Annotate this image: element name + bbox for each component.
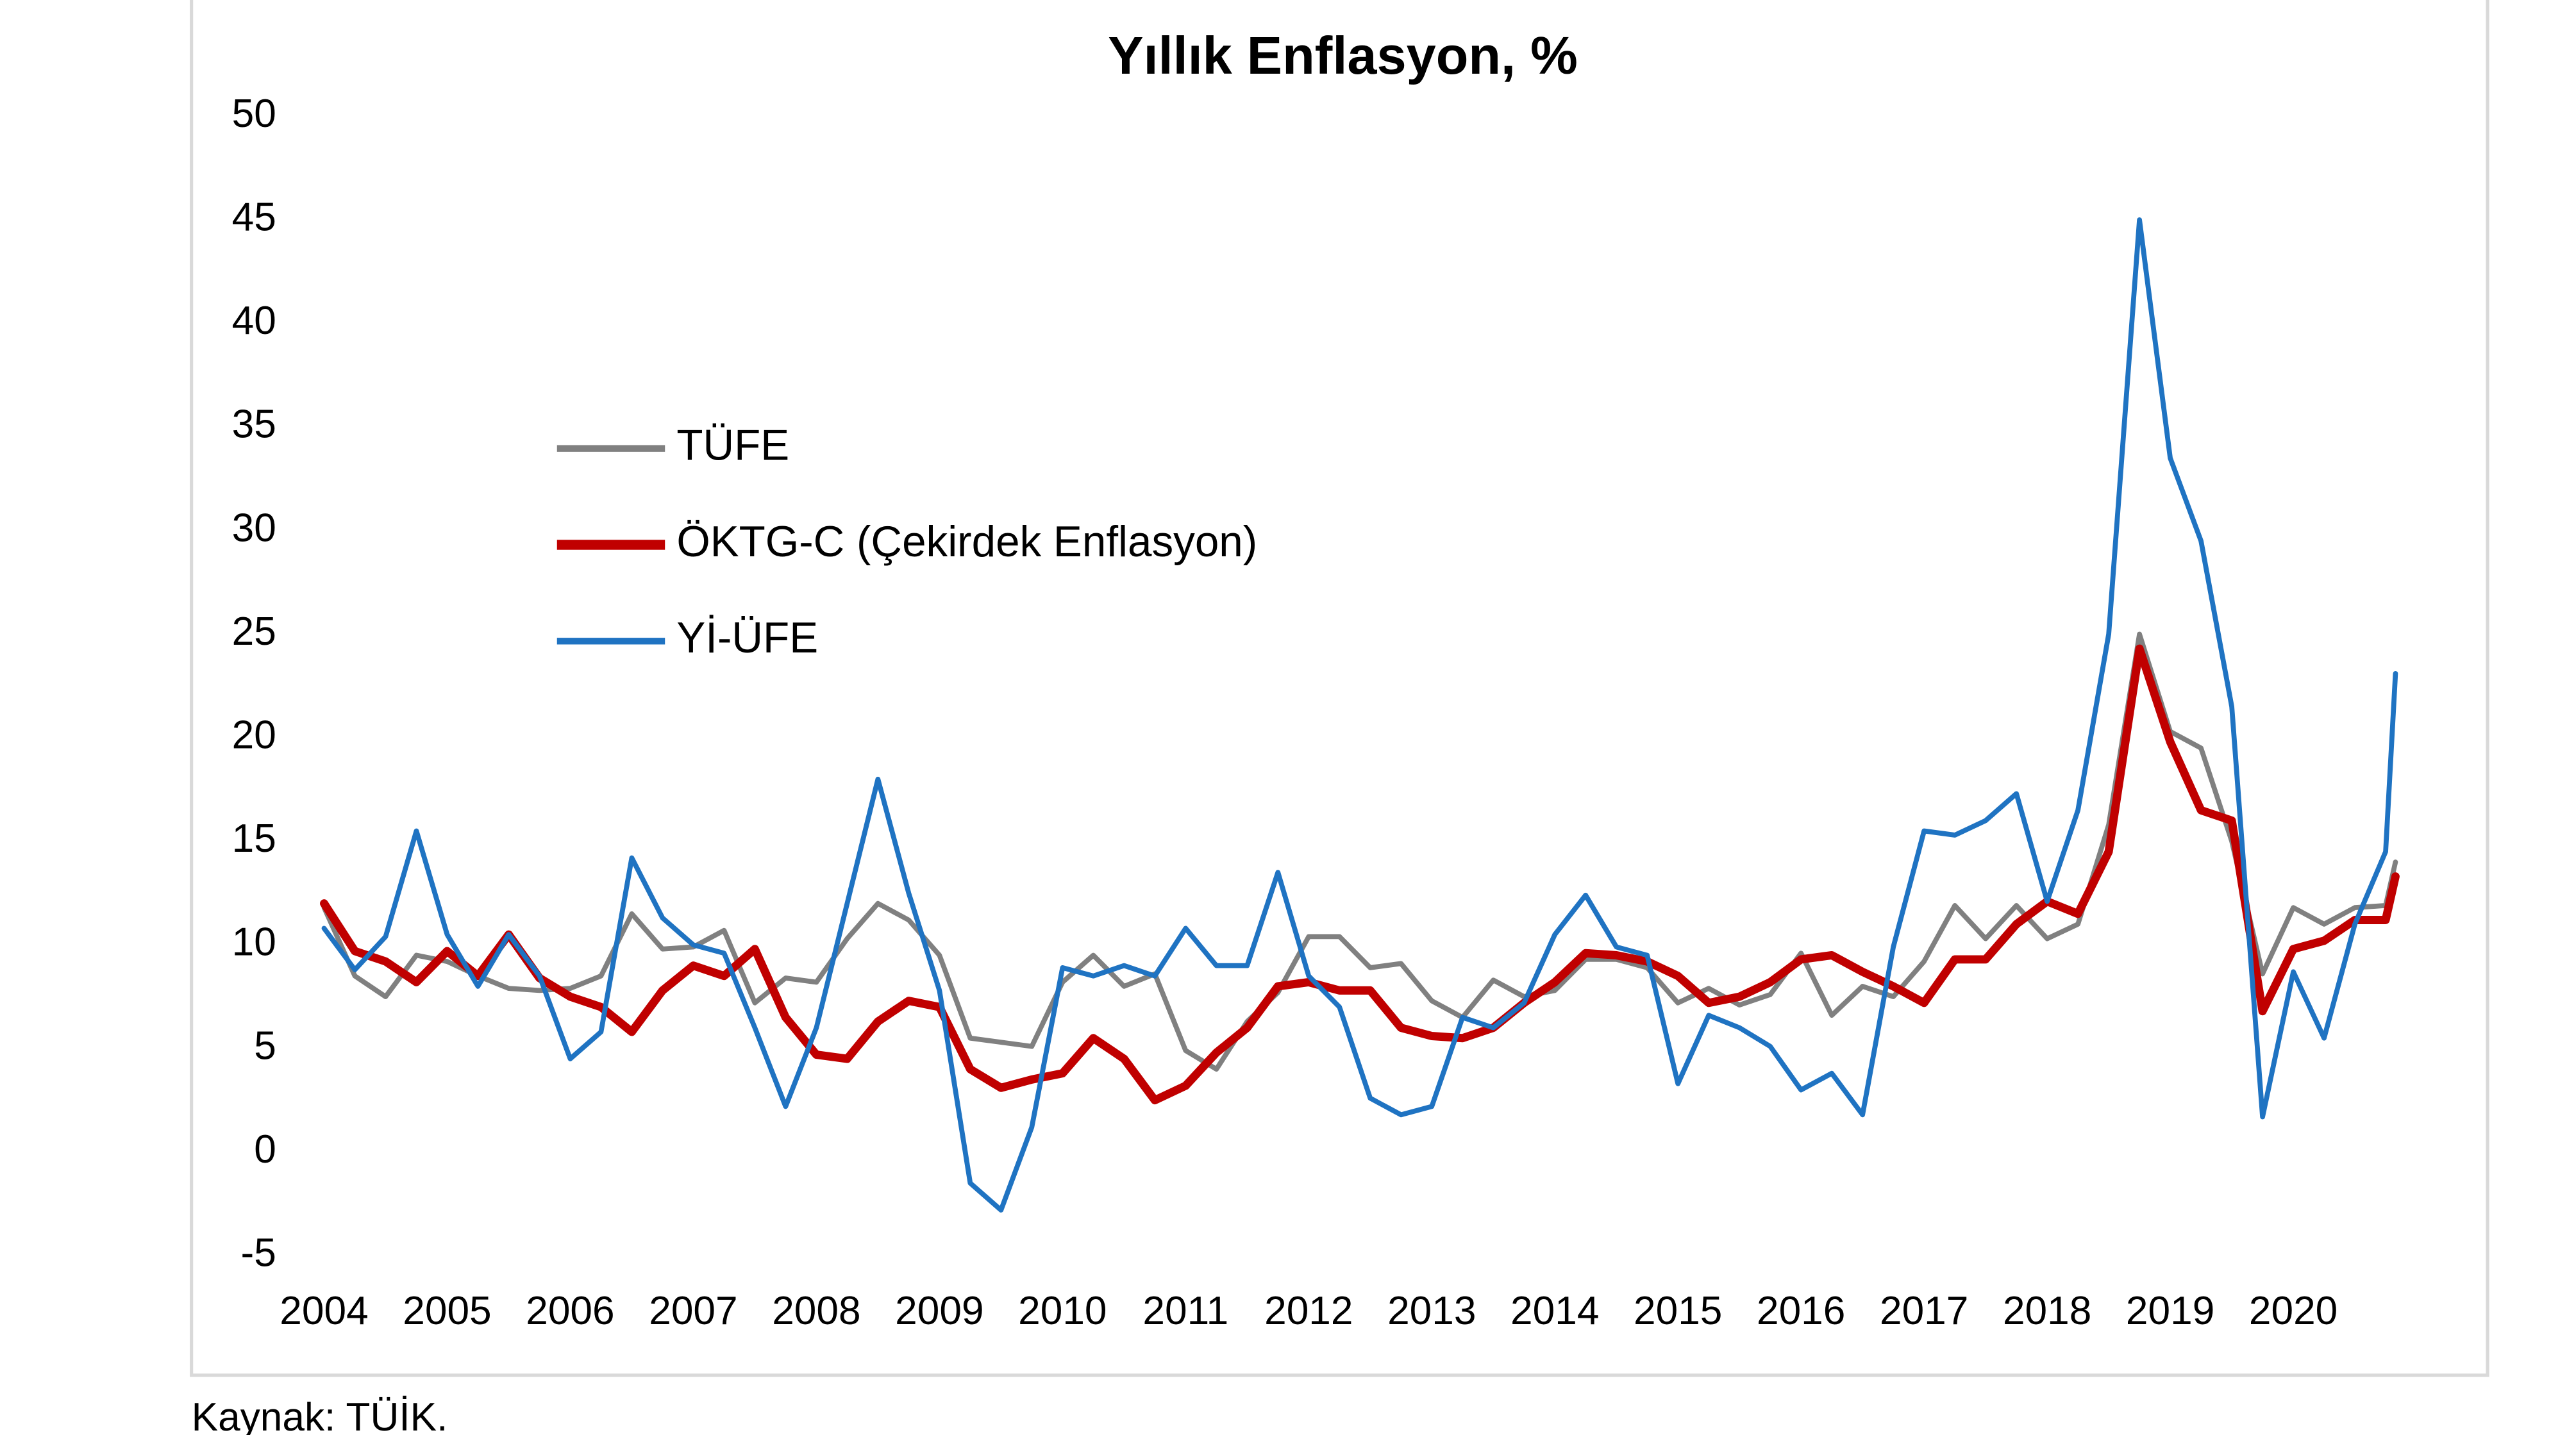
legend-label: Yİ-ÜFE <box>676 614 818 662</box>
x-tick-label: 2011 <box>1142 1289 1228 1333</box>
legend-label: ÖKTG-C (Çekirdek Enflasyon) <box>676 518 1257 566</box>
x-tick-label: 2004 <box>280 1289 368 1333</box>
y-tick-label: 20 <box>232 713 276 757</box>
y-tick-label: 45 <box>232 195 276 239</box>
series-line <box>320 644 2400 1105</box>
y-tick-label: 15 <box>232 817 276 861</box>
series-line <box>321 631 2398 1072</box>
y-tick-label: 50 <box>232 92 276 136</box>
y-tick-label: 35 <box>232 402 276 447</box>
legend-label: TÜFE <box>676 421 789 469</box>
x-tick-label: 2018 <box>2003 1289 2091 1333</box>
y-tick-label: 5 <box>254 1024 276 1068</box>
x-tick-label: 2014 <box>1510 1289 1599 1333</box>
y-tick-label: 0 <box>254 1127 276 1172</box>
source-note: Kaynak: TÜİK. <box>192 1395 448 1435</box>
chart-frame <box>190 0 2489 1377</box>
y-tick-label: 10 <box>232 920 276 965</box>
x-tick-label: 2005 <box>403 1289 491 1333</box>
x-tick-label: 2016 <box>1757 1289 1845 1333</box>
x-tick-label: 2013 <box>1387 1289 1476 1333</box>
x-tick-label: 2008 <box>772 1289 860 1333</box>
x-tick-label: 2019 <box>2126 1289 2214 1333</box>
y-tick-label: -5 <box>241 1231 276 1275</box>
x-tick-label: 2006 <box>526 1289 614 1333</box>
chart-title: Yıllık Enflasyon, % <box>1108 26 1578 85</box>
x-tick-label: 2010 <box>1018 1289 1107 1333</box>
y-tick-label: 40 <box>232 299 276 343</box>
x-tick-label: 2015 <box>1634 1289 1722 1333</box>
x-tick-label: 2012 <box>1264 1289 1353 1333</box>
x-tick-label: 2020 <box>2249 1289 2338 1333</box>
y-tick-label: 30 <box>232 506 276 550</box>
y-tick-label: 25 <box>232 610 276 654</box>
x-tick-label: 2017 <box>1880 1289 1968 1333</box>
x-tick-label: 2007 <box>649 1289 737 1333</box>
series-line <box>321 217 2398 1213</box>
x-tick-label: 2009 <box>895 1289 983 1333</box>
